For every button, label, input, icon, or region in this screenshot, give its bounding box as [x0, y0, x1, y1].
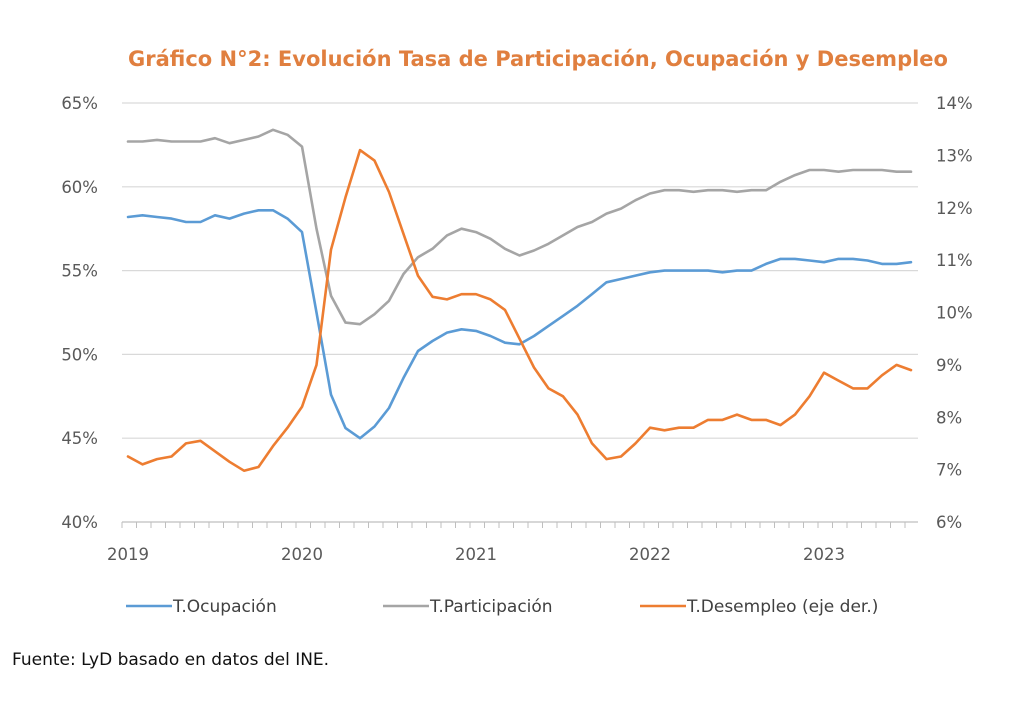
- x-tick-label: 2021: [455, 545, 497, 564]
- left-axis-ticks: 40% 45% 50% 55% 60% 65%: [61, 94, 98, 532]
- x-tick-label: 2023: [803, 545, 845, 564]
- x-tick-label: 2020: [281, 545, 323, 564]
- left-tick-label: 60%: [61, 178, 98, 197]
- legend: T.Ocupación T.Participación T.Desempleo (e…: [126, 597, 878, 617]
- left-tick-label: 50%: [61, 345, 98, 364]
- x-tick-label: 2019: [107, 545, 149, 564]
- left-tick-label: 55%: [61, 262, 98, 281]
- legend-label: T.Ocupación: [172, 597, 277, 617]
- right-tick-label: 7%: [936, 461, 962, 480]
- right-tick-label: 8%: [936, 408, 962, 427]
- x-axis: 2019 2020 2021 2022 2023: [107, 521, 918, 564]
- x-tick-label: 2022: [629, 545, 671, 564]
- left-tick-label: 40%: [61, 513, 98, 532]
- right-tick-label: 13%: [936, 146, 973, 165]
- series-lines: [126, 128, 913, 473]
- gridlines: [122, 102, 918, 439]
- chart-title: Gráfico N°2: Evolución Tasa de Participa…: [128, 47, 948, 71]
- series-line-t-desempleo-eje-der: [126, 148, 913, 473]
- right-tick-label: 14%: [936, 94, 973, 113]
- right-tick-label: 11%: [936, 251, 973, 270]
- right-tick-label: 12%: [936, 199, 973, 218]
- right-tick-label: 6%: [936, 513, 962, 532]
- right-axis-ticks: 6% 7% 8% 9% 10% 11% 12% 13% 14%: [936, 94, 973, 532]
- left-tick-label: 45%: [61, 429, 98, 448]
- right-tick-label: 10%: [936, 304, 973, 323]
- source-note: Fuente: LyD basado en datos del INE.: [12, 650, 330, 670]
- legend-label: T.Participación: [429, 597, 553, 617]
- left-tick-label: 65%: [61, 94, 98, 113]
- series-line-t-ocupaci-n: [126, 209, 913, 440]
- series-line-t-participaci-n: [126, 128, 913, 326]
- legend-label: T.Desempleo (eje der.): [686, 597, 878, 617]
- right-tick-label: 9%: [936, 356, 962, 375]
